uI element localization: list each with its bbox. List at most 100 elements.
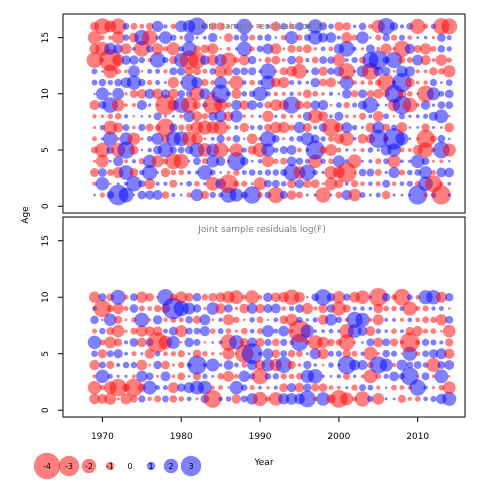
residual-bubble: [139, 23, 145, 29]
residual-bubble: [329, 103, 333, 107]
residual-bubble: [239, 338, 249, 347]
residual-bubble: [423, 80, 428, 85]
residual-bubble: [177, 146, 185, 154]
residual-bubble: [106, 360, 115, 370]
residual-bubble: [421, 123, 430, 132]
residual-bubble: [310, 179, 320, 189]
residual-bubble: [352, 114, 357, 119]
residual-bubble: [265, 24, 271, 29]
residual-bubble: [303, 360, 312, 370]
residual-bubble: [430, 170, 436, 176]
residual-bubble: [251, 368, 269, 385]
residual-bubble: [360, 181, 365, 187]
residual-bubble: [121, 55, 131, 65]
residual-bubble: [442, 65, 456, 78]
residual-bubble: [267, 186, 284, 204]
residual-bubble: [236, 41, 252, 57]
residual-bubble: [132, 125, 136, 130]
residual-bubble: [257, 169, 263, 176]
residual-bubble: [155, 94, 176, 116]
residual-bubble: [344, 181, 349, 186]
residual-bubble: [286, 145, 297, 155]
residual-bubble: [103, 313, 117, 327]
residual-bubble: [241, 180, 248, 187]
residual-bubble: [234, 362, 239, 368]
residual-bubble: [200, 190, 210, 200]
residual-bubble: [129, 89, 139, 98]
residual-bubble: [288, 124, 295, 131]
residual-bubble: [430, 328, 437, 335]
residual-bubble: [183, 110, 195, 123]
residual-bubble: [273, 158, 279, 165]
residual-bubble: [363, 369, 378, 384]
residual-bubble: [130, 327, 138, 335]
residual-bubble: [113, 44, 123, 54]
residual-bubble: [412, 325, 423, 337]
residual-bubble: [398, 56, 406, 64]
residual-bubble: [88, 291, 101, 303]
residual-bubble: [369, 36, 372, 39]
residual-bubble: [206, 358, 220, 372]
residual-bubble: [156, 374, 160, 378]
residual-bubble: [415, 306, 421, 312]
residual-bubble: [310, 100, 320, 110]
residual-bubble: [92, 126, 97, 130]
residual-bubble: [423, 35, 428, 40]
residual-bubble: [444, 122, 455, 133]
residual-bubble: [270, 303, 281, 314]
residual-bubble: [109, 182, 112, 186]
residual-bubble: [305, 352, 309, 356]
residual-bubble: [392, 193, 396, 197]
residual-bubble: [273, 328, 279, 334]
panel-title: Joint sample residuals log(N): [196, 22, 326, 32]
plot-frame: [62, 216, 466, 418]
residual-bubble: [187, 352, 191, 356]
residual-bubble: [430, 395, 437, 403]
residual-bubble: [391, 384, 397, 391]
residual-bubble: [155, 385, 161, 391]
residual-bubble: [293, 121, 306, 134]
residual-bubble: [257, 24, 263, 29]
residual-bubble: [434, 109, 449, 124]
residual-bubble: [352, 306, 357, 311]
y-tick-label: 10: [41, 291, 51, 303]
residual-bubble: [400, 352, 404, 355]
residual-bubble: [192, 349, 202, 358]
residual-bubble: [327, 56, 335, 64]
residual-bubble: [224, 304, 233, 313]
residual-bubble: [107, 79, 113, 86]
residual-bubble: [376, 46, 381, 51]
residual-bubble: [148, 318, 152, 322]
residual-bubble: [271, 349, 281, 358]
residual-bubble: [223, 360, 234, 370]
residual-bubble: [373, 88, 384, 99]
residual-bubble: [444, 89, 454, 99]
residual-bubble: [325, 77, 337, 88]
residual-bubble: [90, 315, 99, 325]
residual-bubble: [343, 293, 351, 301]
residual-bubble: [159, 31, 172, 45]
residual-bubble: [368, 159, 373, 164]
residual-bubble: [311, 383, 320, 392]
residual-bubble: [328, 91, 334, 96]
residual-bubble: [169, 179, 178, 188]
residual-bubble: [240, 395, 248, 403]
residual-bubble: [383, 373, 389, 379]
residual-bubble: [130, 395, 138, 403]
residual-bubble: [399, 385, 405, 391]
residual-bubble: [156, 118, 175, 137]
residual-bubble: [197, 380, 212, 395]
residual-bubble: [129, 304, 139, 313]
residual-bubble: [321, 374, 325, 378]
residual-bubble: [303, 383, 312, 392]
residual-bubble: [92, 374, 97, 379]
residual-bubble: [274, 114, 278, 118]
residual-bubble: [229, 380, 244, 395]
residual-bubble: [357, 326, 368, 336]
residual-bubble: [162, 56, 169, 64]
residual-bubble: [380, 43, 392, 55]
residual-bubble: [92, 159, 97, 163]
residual-bubble: [447, 193, 451, 197]
residual-bubble: [108, 92, 112, 96]
residual-bubble: [148, 103, 152, 107]
